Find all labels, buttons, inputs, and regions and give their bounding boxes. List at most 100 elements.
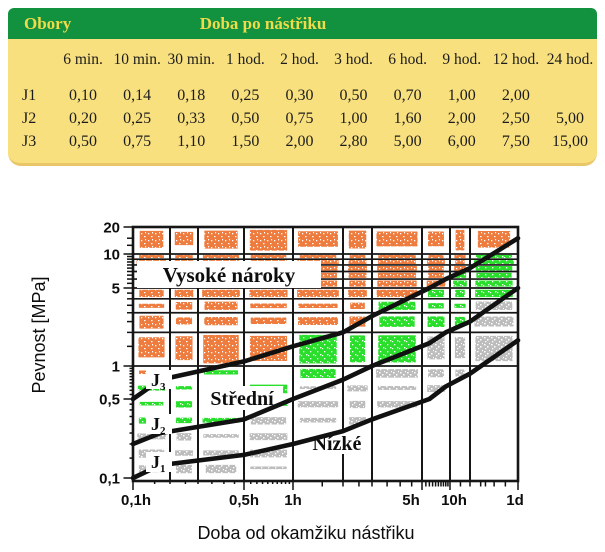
region-patch — [174, 231, 194, 246]
region-patch — [349, 255, 366, 259]
table-cell: 2,50 — [501, 110, 530, 127]
table-cell: 2,00 — [501, 87, 530, 104]
table-cell: 1,60 — [393, 110, 422, 127]
region-patch — [205, 464, 237, 474]
region-patch — [428, 265, 444, 271]
table-cell: 0,75 — [123, 133, 152, 150]
region-patch — [350, 302, 365, 309]
table-cell: 0,20 — [69, 110, 98, 127]
region-patch — [475, 289, 513, 298]
table-row: J1 0,10 0,14 0,18 0,25 0,30 0,50 0,70 1,… — [8, 84, 597, 107]
table-cell: 0,33 — [177, 110, 206, 127]
table-cell: 7,50 — [501, 133, 530, 150]
table-cell: 0,50 — [339, 87, 368, 104]
tick-labels: 20 10 5 1 0,5 0,10,1h 0,5h 1h 5h 10h 1d — [99, 220, 524, 510]
region-label-box — [137, 261, 321, 288]
region-patch — [204, 301, 238, 310]
table-header-title: Doba po nástřiku — [199, 14, 327, 33]
region-patch — [175, 301, 193, 310]
table-cell: 0,50 — [69, 133, 98, 150]
region-patch — [455, 369, 465, 377]
table-cell: 2,00 — [447, 110, 476, 127]
table-cell: 0,50 — [231, 110, 260, 127]
region-patch — [204, 230, 238, 249]
region-patch — [427, 289, 445, 298]
region-patch — [428, 231, 444, 247]
region-patch — [203, 450, 239, 456]
region-patch — [477, 230, 511, 248]
table-cell: 0,10 — [69, 87, 98, 104]
table-header: Obory Doba po nástřiku — [8, 8, 597, 39]
region-patch — [299, 417, 337, 423]
table-cell: 15,00 — [551, 133, 588, 150]
region-patch — [203, 370, 239, 375]
table-cell: 0,30 — [285, 87, 314, 104]
region-patch — [203, 334, 239, 364]
region-patch — [250, 303, 287, 309]
region-patch — [455, 289, 465, 298]
region-patch — [203, 434, 239, 438]
table-row: J3 0,50 0,75 1,10 1,50 2,00 2,80 5,00 6,… — [8, 130, 597, 153]
region-patch — [204, 317, 238, 326]
region-patch — [174, 289, 194, 298]
region-patch — [378, 260, 416, 264]
plot-border — [131, 225, 520, 483]
table-body: 6 min. 10 min. 30 min. 1 hod. 2 hod. 3 h… — [8, 39, 597, 166]
region-patch — [250, 417, 287, 425]
y-tick-label: 0,5 — [99, 392, 120, 409]
y-tick-label: 1 — [112, 359, 120, 376]
col-header: 30 min. — [167, 51, 215, 68]
region-patch — [348, 272, 367, 278]
region-patch — [347, 385, 368, 392]
table-cell: 0,25 — [231, 87, 260, 104]
curve-label-box — [146, 370, 172, 389]
region-patch — [454, 303, 466, 308]
region-patch — [175, 386, 193, 390]
x-tick-label: 10h — [441, 492, 467, 509]
x-tick-label: 0,5h — [229, 492, 259, 509]
col-header: 1 hod. — [225, 51, 265, 68]
col-header: 9 hod. — [442, 51, 482, 68]
table-cell: 5,00 — [393, 133, 422, 150]
row-label: J1 — [22, 87, 37, 104]
region-patch — [298, 317, 338, 326]
region-patch — [377, 280, 417, 287]
col-header: 6 hod. — [388, 51, 428, 68]
region-patch — [138, 337, 165, 358]
x-tick-label: 1h — [284, 492, 302, 509]
region-patch — [139, 315, 164, 329]
region-patch — [427, 316, 445, 327]
region-patch — [348, 265, 367, 271]
y-tick-label: 10 — [103, 247, 120, 264]
region-patch — [298, 231, 338, 247]
x-tick-label: 1d — [506, 492, 524, 509]
curve-label-box — [146, 414, 172, 434]
region-patch — [348, 230, 367, 249]
region-patch — [475, 335, 513, 362]
region-patch — [139, 401, 164, 406]
region-patch — [348, 289, 367, 298]
tick-rulers — [123, 226, 519, 490]
region-patch — [455, 229, 465, 251]
region-patch — [297, 401, 339, 408]
region-patch — [379, 316, 415, 327]
table-cell: 2,80 — [339, 133, 368, 150]
region-patch — [476, 272, 512, 278]
table-cell: 0,18 — [177, 87, 206, 104]
region-patch — [138, 303, 165, 308]
region-patch — [175, 255, 193, 259]
region-patch — [349, 400, 366, 409]
table-cell: 1,00 — [339, 110, 368, 127]
region-patch — [176, 464, 192, 474]
row-label: J2 — [22, 110, 37, 127]
region-patch — [139, 289, 164, 298]
col-header: 6 min. — [63, 51, 103, 68]
curve-label-box — [146, 452, 172, 472]
region-patch — [300, 368, 336, 379]
region-patch — [376, 231, 418, 247]
region-patch — [377, 265, 417, 271]
region-patch — [250, 255, 287, 259]
table-header-obory: Obory — [24, 14, 72, 33]
